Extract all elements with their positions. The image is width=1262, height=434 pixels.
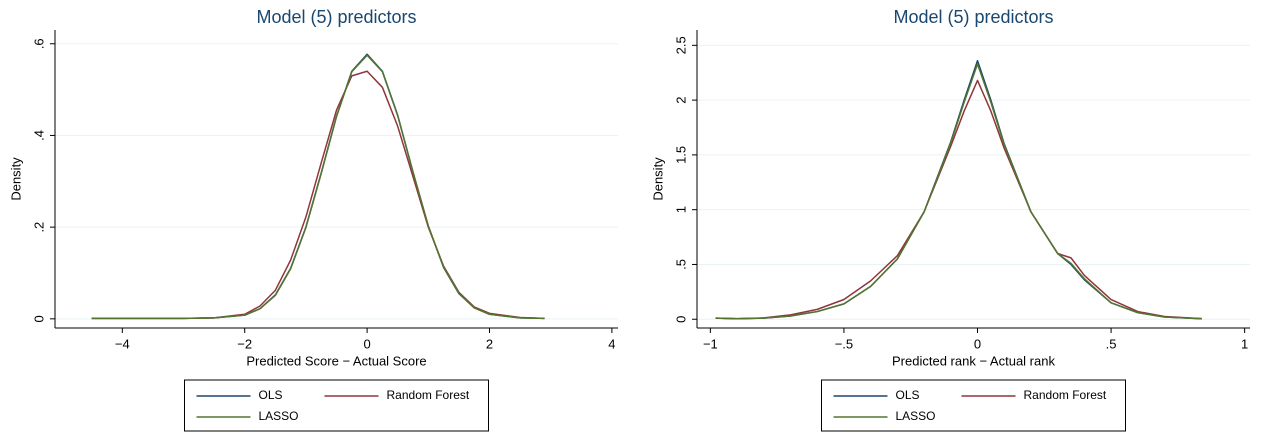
legend-box xyxy=(821,379,1126,432)
legend-label: OLS xyxy=(896,388,920,402)
x-tick-label: 0 xyxy=(974,336,981,351)
density-line xyxy=(715,59,1202,320)
density-line xyxy=(715,79,1202,320)
legend-label: OLS xyxy=(259,388,283,402)
chart-title: Model (5) predictors xyxy=(893,7,1053,27)
x-tick-label: 4 xyxy=(608,336,615,351)
x-tick-label: −1 xyxy=(703,336,718,351)
x-tick-label: −.5 xyxy=(835,336,853,351)
y-tick-label: .6 xyxy=(31,38,46,49)
x-tick-label: 0 xyxy=(363,336,370,351)
legend-box xyxy=(184,379,489,432)
x-axis-label: Predicted rank − Actual rank xyxy=(892,353,1055,368)
x-tick-label: 1 xyxy=(1241,336,1248,351)
x-tick-label: 2 xyxy=(486,336,493,351)
y-tick-label: .4 xyxy=(31,130,46,141)
y-tick-label: 0 xyxy=(31,315,46,322)
y-tick-label: 2 xyxy=(673,97,688,104)
chart-title: Model (5) predictors xyxy=(256,7,416,27)
legend-label: Random Forest xyxy=(1024,388,1107,402)
density-line xyxy=(715,63,1202,320)
x-tick-label: .5 xyxy=(1106,336,1117,351)
y-tick-label: 1 xyxy=(673,206,688,213)
y-tick-label: 0 xyxy=(673,316,688,323)
x-tick-label: −2 xyxy=(237,336,252,351)
x-tick-label: −4 xyxy=(115,336,130,351)
y-axis-label: Density xyxy=(8,157,23,201)
y-tick-label: .2 xyxy=(31,222,46,233)
density-line xyxy=(91,54,545,320)
y-axis-label: Density xyxy=(650,157,665,201)
legend-label: LASSO xyxy=(896,409,936,423)
x-axis-label: Predicted Score − Actual Score xyxy=(246,353,426,368)
y-tick-label: .5 xyxy=(673,259,688,270)
legend-label: Random Forest xyxy=(387,388,470,402)
legend-label: LASSO xyxy=(259,409,299,423)
y-tick-label: 2.5 xyxy=(673,36,688,54)
density-line xyxy=(91,70,545,320)
y-tick-label: 1.5 xyxy=(673,146,688,164)
